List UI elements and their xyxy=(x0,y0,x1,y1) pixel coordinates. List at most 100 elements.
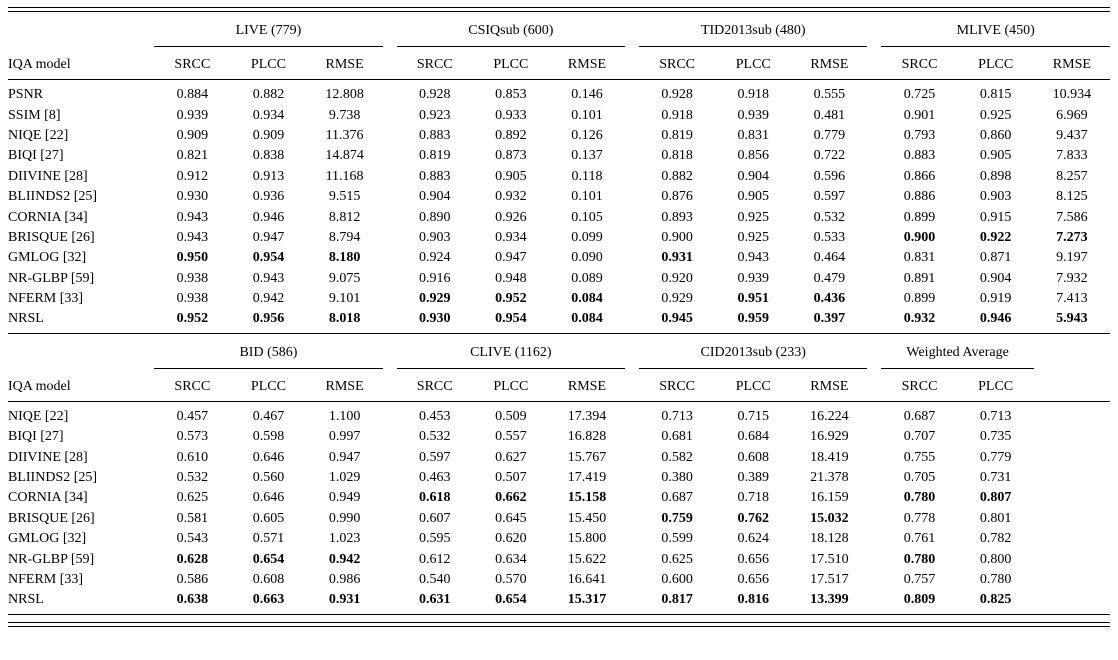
value-cell: 0.913 xyxy=(252,168,285,184)
column-gap xyxy=(867,488,881,508)
column-gap xyxy=(867,401,881,427)
column-gap xyxy=(625,447,639,467)
value-cell: 0.938 xyxy=(176,270,209,286)
value-cell: 7.932 xyxy=(1056,270,1088,286)
empty-cell xyxy=(1034,447,1110,467)
value-cell: 0.892 xyxy=(495,127,527,143)
empty-cell xyxy=(1034,468,1110,488)
value-cell: 0.479 xyxy=(813,270,846,286)
value-cell: 9.515 xyxy=(328,189,361,205)
value-cell: 0.453 xyxy=(418,408,451,424)
empty-cell xyxy=(1034,570,1110,590)
value-cell: 10.934 xyxy=(1052,87,1092,103)
value-cell: 0.598 xyxy=(252,429,285,445)
value-cell: 0.596 xyxy=(813,168,846,184)
value-cell: 0.089 xyxy=(571,270,603,286)
value-cell: 7.833 xyxy=(1056,148,1088,164)
value-cell: 13.399 xyxy=(791,590,868,615)
value-cell: 0.628 xyxy=(176,551,209,567)
value-cell: 0.909 xyxy=(252,127,285,143)
value-cell: 0.933 xyxy=(495,107,527,123)
table-row: PSNR 0.884 0.882 12.808 0.928 0.853 0.146 0.928… xyxy=(8,80,1110,106)
value-cell: 0.612 xyxy=(418,551,451,567)
value-cell: 0.684 xyxy=(737,429,769,445)
metric-column-header: RMSE xyxy=(791,368,868,402)
value-cell: 0.931 xyxy=(661,250,693,266)
empty-cell xyxy=(1034,549,1110,569)
table-row: BLIINDS2 [25] 0.930 0.936 9.515 0.904 0.932 0.… xyxy=(8,187,1110,207)
column-gap xyxy=(625,269,639,289)
value-cell: 0.555 xyxy=(813,87,846,103)
value-cell: 0.939 xyxy=(176,107,209,123)
value-cell: 1.029 xyxy=(328,470,361,486)
column-gap xyxy=(867,228,881,248)
model-name-cell: NR-GLBP [59] xyxy=(8,551,95,567)
metric-column-header: PLCC xyxy=(230,368,307,402)
column-gap xyxy=(867,468,881,488)
value-cell: 9.437 xyxy=(1056,127,1088,143)
column-gap xyxy=(382,46,397,80)
value-cell: 0.118 xyxy=(571,168,603,184)
column-gap xyxy=(625,289,639,309)
value-cell: 0.883 xyxy=(903,148,936,164)
column-gap xyxy=(625,80,639,106)
value-cell: 0.938 xyxy=(176,291,209,307)
value-cell: 0.779 xyxy=(813,127,846,143)
empty-header xyxy=(1033,368,1110,402)
model-name-cell: NR-GLBP [59] xyxy=(8,270,95,286)
metric-column-header: SRCC xyxy=(639,46,716,80)
value-cell: 0.597 xyxy=(418,449,451,465)
metric-column-header: RMSE xyxy=(548,368,626,402)
column-gap xyxy=(625,570,639,590)
column-gap xyxy=(625,167,639,187)
value-cell: 0.883 xyxy=(418,168,451,184)
value-cell: 0.947 xyxy=(328,449,361,465)
column-gap xyxy=(382,368,397,402)
column-gap xyxy=(383,334,397,369)
value-cell: 0.540 xyxy=(418,572,451,587)
column-gap xyxy=(383,146,397,166)
column-gap xyxy=(383,207,397,227)
value-cell: 0.761 xyxy=(903,531,936,547)
value-cell: 0.853 xyxy=(495,87,527,103)
value-cell: 0.654 xyxy=(472,590,549,615)
value-cell: 8.180 xyxy=(328,250,361,266)
metric-column-header: PLCC xyxy=(957,368,1034,402)
value-cell: 0.757 xyxy=(903,572,936,587)
column-gap xyxy=(383,427,397,447)
value-cell: 8.125 xyxy=(1056,189,1088,205)
column-gap xyxy=(625,146,639,166)
value-cell: 0.930 xyxy=(176,189,209,205)
value-cell: 0.735 xyxy=(979,429,1012,445)
value-cell: 0.646 xyxy=(252,490,285,506)
metric-column-header: RMSE xyxy=(306,368,383,402)
column-gap xyxy=(867,590,882,615)
table-row: BIQI [27] 0.821 0.838 14.874 0.819 0.873 0.137… xyxy=(8,146,1110,166)
column-gap xyxy=(383,187,397,207)
value-cell: 0.903 xyxy=(418,229,451,245)
value-cell: 0.533 xyxy=(813,229,846,245)
value-cell: 0.871 xyxy=(979,250,1012,266)
value-cell: 15.317 xyxy=(548,590,626,615)
value-cell: 14.874 xyxy=(325,148,364,164)
value-cell: 0.928 xyxy=(661,87,693,103)
table-row: DIIVINE [28] 0.912 0.913 11.168 0.883 0.905 0.… xyxy=(8,167,1110,187)
empty-cell xyxy=(1034,488,1110,508)
value-cell: 0.380 xyxy=(661,470,693,486)
column-gap xyxy=(383,167,397,187)
empty-cell xyxy=(1034,427,1110,447)
value-cell: 0.899 xyxy=(903,209,936,225)
value-cell: 15.158 xyxy=(567,490,607,506)
metric-column-header: SRCC xyxy=(154,368,231,402)
table-row: NR-GLBP [59] 0.938 0.943 9.075 0.916 0.948 0.0… xyxy=(8,269,1110,289)
value-cell: 0.934 xyxy=(495,229,527,245)
value-cell: 0.662 xyxy=(495,490,527,506)
column-gap xyxy=(383,126,397,146)
value-cell: 0.893 xyxy=(661,209,693,225)
column-gap xyxy=(867,427,881,447)
value-cell: 0.481 xyxy=(813,107,846,123)
value-cell: 9.738 xyxy=(328,107,361,123)
value-cell: 0.586 xyxy=(176,572,209,587)
column-gap xyxy=(867,334,881,369)
value-cell: 0.146 xyxy=(571,87,603,103)
